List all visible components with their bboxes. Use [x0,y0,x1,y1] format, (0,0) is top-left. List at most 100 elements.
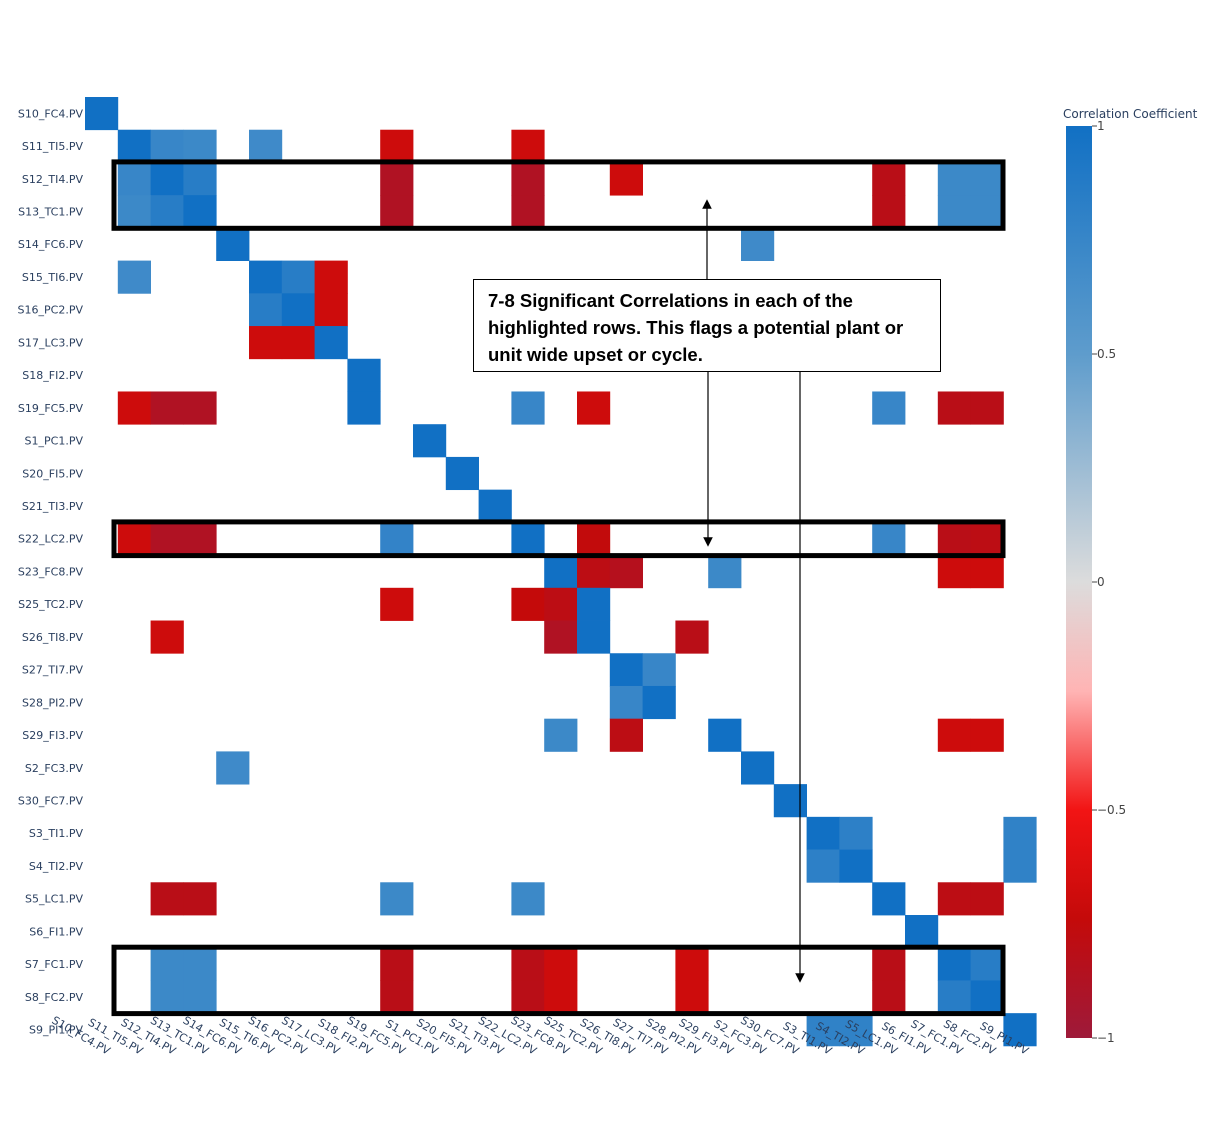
heatmap-cell [839,1013,873,1047]
heatmap-cell [511,162,545,196]
heatmap-cell [150,162,184,196]
y-tick-label: S28_PI2.PV [22,696,83,709]
colorbar-tick-label: 0 [1097,575,1105,589]
heatmap-cell [249,326,283,360]
heatmap-cell [478,489,512,523]
y-tick-label: S6_FI1.PV [29,925,83,938]
heatmap-cell [609,162,643,196]
heatmap-cell [380,980,414,1014]
heatmap-cell [544,718,578,752]
y-tick-label: S29_FI3.PV [22,729,83,742]
heatmap-cell [708,718,742,752]
heatmap-cell [117,522,151,556]
y-tick-label: S11_TI5.PV [22,140,84,153]
y-tick-label: S14_FC6.PV [18,238,84,251]
heatmap-cell [150,195,184,229]
heatmap-cell [380,195,414,229]
y-tick-label: S7_FC1.PV [25,958,84,971]
heatmap-cell [117,162,151,196]
heatmap-cell [675,947,709,981]
heatmap-cell [839,816,873,850]
y-tick-label: S23_FC8.PV [18,565,84,578]
heatmap-cell [511,882,545,916]
heatmap-cell [183,882,217,916]
heatmap-cell [577,620,611,654]
heatmap-cell [183,162,217,196]
heatmap-cell [183,129,217,163]
y-tick-label: S10_FC4.PV [18,107,84,120]
heatmap-cell [216,751,250,785]
heatmap-cell [544,587,578,621]
heatmap-cell [1003,816,1037,850]
heatmap-cell [806,816,840,850]
heatmap-cell [970,162,1004,196]
heatmap-cell [380,587,414,621]
heatmap-cell [609,555,643,589]
heatmap-cell [544,980,578,1014]
heatmap-cell [380,129,414,163]
heatmap-cell [937,522,971,556]
heatmap-cell [577,555,611,589]
heatmap-cell [544,947,578,981]
heatmap-cell [511,947,545,981]
y-tick-label: S26_TI8.PV [22,631,84,644]
heatmap-cell [150,129,184,163]
heatmap-cell [85,97,119,131]
heatmap-cell [249,293,283,327]
heatmap-cell [1003,1013,1037,1047]
y-tick-label: S8_FC2.PV [25,991,84,1004]
heatmap-cell [183,980,217,1014]
heatmap-cell [183,522,217,556]
y-tick-label: S22_LC2.PV [18,533,83,546]
heatmap-cell [544,555,578,589]
heatmap-cell [970,882,1004,916]
y-tick-label: S4_TI2.PV [29,860,84,873]
heatmap-cell [937,391,971,425]
colorbar-tick-label: −0.5 [1097,803,1126,817]
heatmap-cell [872,882,906,916]
heatmap-cell [281,293,315,327]
y-tick-label: S21_TI3.PV [22,500,84,513]
heatmap-cell [937,718,971,752]
heatmap-cell [577,391,611,425]
annotation-arrows [702,199,805,983]
heatmap-cell [150,391,184,425]
heatmap-cell [937,162,971,196]
heatmap-cell [970,718,1004,752]
heatmap-cells [85,97,1037,1047]
heatmap-cell [642,653,676,687]
colorbar-tick-label: 1 [1097,119,1105,133]
heatmap-cell [347,358,381,392]
highlight-box [111,159,1006,231]
heatmap-cell [544,620,578,654]
colorbar-tick-label: −1 [1097,1031,1115,1045]
heatmap-cell [150,947,184,981]
heatmap-cell [314,293,348,327]
heatmap-cell [872,195,906,229]
heatmap-cell [511,980,545,1014]
y-tick-label: S12_TI4.PV [22,173,84,186]
heatmap-cell [380,882,414,916]
colorbar-tick-label: 0.5 [1097,347,1116,361]
heatmap-cell [609,653,643,687]
y-tick-label: S18_FI2.PV [22,369,83,382]
heatmap-cell [609,718,643,752]
colorbar-title: Correlation Coefficient [1063,107,1198,121]
heatmap-cell [708,555,742,589]
heatmap-cell [281,326,315,360]
y-tick-label: S27_TI7.PV [22,664,84,677]
heatmap-cell [117,260,151,294]
heatmap-cell [117,129,151,163]
heatmap-cell [249,260,283,294]
heatmap-cell [216,227,250,261]
y-tick-label: S9_PI1.PV [29,1024,83,1037]
heatmap-cell [905,915,939,949]
highlight-box [111,944,1006,1017]
heatmap-cell [314,326,348,360]
heatmap-cell [937,195,971,229]
heatmap-cell [642,685,676,720]
heatmap-cell [970,522,1004,556]
y-tick-label: S25_TC2.PV [18,598,83,611]
y-tick-label: S3_TI1.PV [29,827,84,840]
heatmap-cell [380,947,414,981]
